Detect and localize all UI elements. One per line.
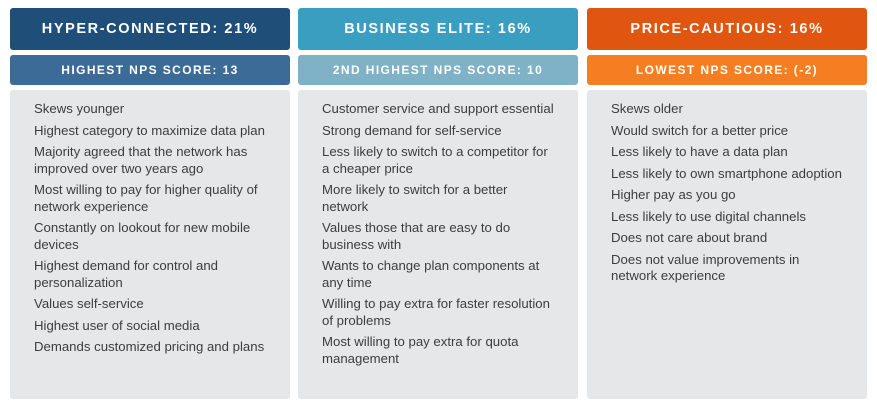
segment-title: PRICE-CAUTIOUS: 16% bbox=[587, 8, 867, 50]
list-item: Less likely to own smartphone adoption bbox=[611, 165, 842, 181]
segment-title: BUSINESS ELITE: 16% bbox=[298, 8, 578, 50]
segment-title: HYPER-CONNECTED: 21% bbox=[10, 8, 290, 50]
list-item: Would switch for a better price bbox=[611, 122, 789, 138]
list-item: Most willing to pay extra for quota mana… bbox=[322, 334, 519, 366]
traits-list: Skews younger Highest category to maximi… bbox=[34, 101, 274, 356]
list-item: Most willing to pay for higher quality o… bbox=[34, 182, 258, 214]
segment-business-elite: BUSINESS ELITE: 16% 2ND HIGHEST NPS SCOR… bbox=[298, 8, 578, 399]
list-item: Willing to pay extra for faster resoluti… bbox=[322, 296, 550, 328]
list-item: Values self-service bbox=[34, 296, 144, 311]
traits-list: Skews older Would switch for a better pr… bbox=[611, 101, 847, 285]
nps-score-badge: HIGHEST NPS SCORE: 13 bbox=[10, 55, 290, 85]
list-item: Highest user of social media bbox=[34, 317, 200, 333]
list-item: Higher pay as you go bbox=[611, 187, 736, 202]
segment-hyper-connected: HYPER-CONNECTED: 21% HIGHEST NPS SCORE: … bbox=[10, 8, 290, 399]
nps-score-badge: LOWEST NPS SCORE: (-2) bbox=[587, 55, 867, 85]
list-item: Highest demand for control and personali… bbox=[34, 258, 219, 290]
list-item: Less likely to have a data plan bbox=[611, 144, 788, 159]
list-item: Skews younger bbox=[34, 101, 125, 116]
list-item: Wants to change plan components at any t… bbox=[322, 258, 540, 290]
list-item: Less likely to use digital channels bbox=[611, 208, 806, 224]
list-item: Highest category to maximize data plan bbox=[34, 122, 265, 138]
list-item: Does not care about brand bbox=[611, 230, 768, 245]
segment-traits-box: Customer service and support essential S… bbox=[298, 90, 578, 399]
list-item: Does not value improvements in network e… bbox=[611, 251, 800, 284]
list-item: Values those that are easy to do busines… bbox=[322, 220, 511, 252]
list-item: Constantly on lookout for new mobile dev… bbox=[34, 220, 251, 252]
traits-list: Customer service and support essential S… bbox=[322, 101, 554, 367]
list-item: Customer service and support essential bbox=[322, 101, 554, 116]
list-item: Majority agreed that the network has imp… bbox=[34, 144, 248, 176]
segment-traits-box: Skews younger Highest category to maximi… bbox=[10, 90, 290, 399]
list-item: Skews older bbox=[611, 101, 683, 116]
list-item: More likely to switch for a better netwo… bbox=[322, 182, 508, 214]
nps-score-badge: 2ND HIGHEST NPS SCORE: 10 bbox=[298, 55, 578, 85]
list-item: Demands customized pricing and plans bbox=[34, 339, 265, 354]
segment-traits-box: Skews older Would switch for a better pr… bbox=[587, 90, 867, 399]
segment-price-cautious: PRICE-CAUTIOUS: 16% LOWEST NPS SCORE: (-… bbox=[587, 8, 867, 399]
list-item: Less likely to switch to a competitor fo… bbox=[322, 144, 548, 176]
list-item: Strong demand for self-service bbox=[322, 122, 502, 138]
